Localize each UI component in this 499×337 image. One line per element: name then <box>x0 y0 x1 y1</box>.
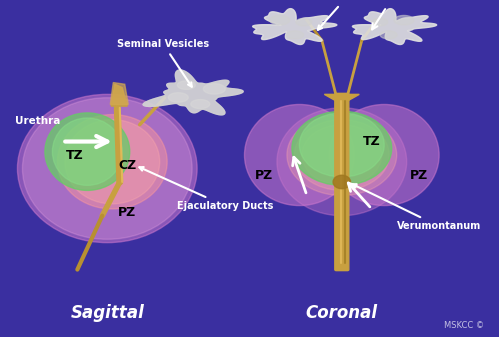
Polygon shape <box>372 18 388 26</box>
Text: CZ: CZ <box>118 159 136 172</box>
Text: TZ: TZ <box>66 149 84 161</box>
Polygon shape <box>191 99 210 109</box>
Ellipse shape <box>287 115 397 195</box>
Ellipse shape <box>65 120 160 204</box>
Ellipse shape <box>57 115 167 209</box>
Ellipse shape <box>302 125 382 185</box>
Polygon shape <box>203 84 225 94</box>
FancyBboxPatch shape <box>335 93 349 271</box>
Text: PZ: PZ <box>118 206 136 219</box>
Ellipse shape <box>329 104 439 206</box>
Polygon shape <box>110 83 128 104</box>
Polygon shape <box>143 70 243 115</box>
Polygon shape <box>270 16 290 25</box>
Text: MSKCC ©: MSKCC © <box>444 321 484 330</box>
Ellipse shape <box>52 118 122 185</box>
Ellipse shape <box>294 120 389 190</box>
Ellipse shape <box>292 111 392 185</box>
Text: TZ: TZ <box>363 135 381 148</box>
Polygon shape <box>296 18 312 26</box>
Text: Ejaculatory Ducts: Ejaculatory Ducts <box>139 167 273 211</box>
Polygon shape <box>394 16 414 25</box>
Text: Coronal: Coronal <box>306 304 378 323</box>
Ellipse shape <box>333 175 351 189</box>
Text: Seminal Vesicles: Seminal Vesicles <box>117 39 210 87</box>
Ellipse shape <box>17 94 197 243</box>
Text: Vas Deferens: Vas Deferens <box>308 0 386 30</box>
Ellipse shape <box>45 113 130 190</box>
Text: Verumontanum: Verumontanum <box>352 184 481 231</box>
Polygon shape <box>380 31 397 39</box>
Ellipse shape <box>277 108 407 216</box>
Polygon shape <box>177 81 195 89</box>
Polygon shape <box>252 9 337 44</box>
Polygon shape <box>286 31 303 39</box>
Text: PZ: PZ <box>255 169 273 182</box>
Polygon shape <box>111 84 127 106</box>
Ellipse shape <box>299 113 384 177</box>
Polygon shape <box>324 94 359 101</box>
Ellipse shape <box>245 104 354 206</box>
Text: PZ: PZ <box>410 169 428 182</box>
Text: Urethra: Urethra <box>15 116 60 126</box>
Polygon shape <box>168 93 188 102</box>
Ellipse shape <box>22 98 192 239</box>
Text: Sagittal: Sagittal <box>70 304 144 323</box>
Polygon shape <box>352 9 437 44</box>
Polygon shape <box>143 70 243 115</box>
